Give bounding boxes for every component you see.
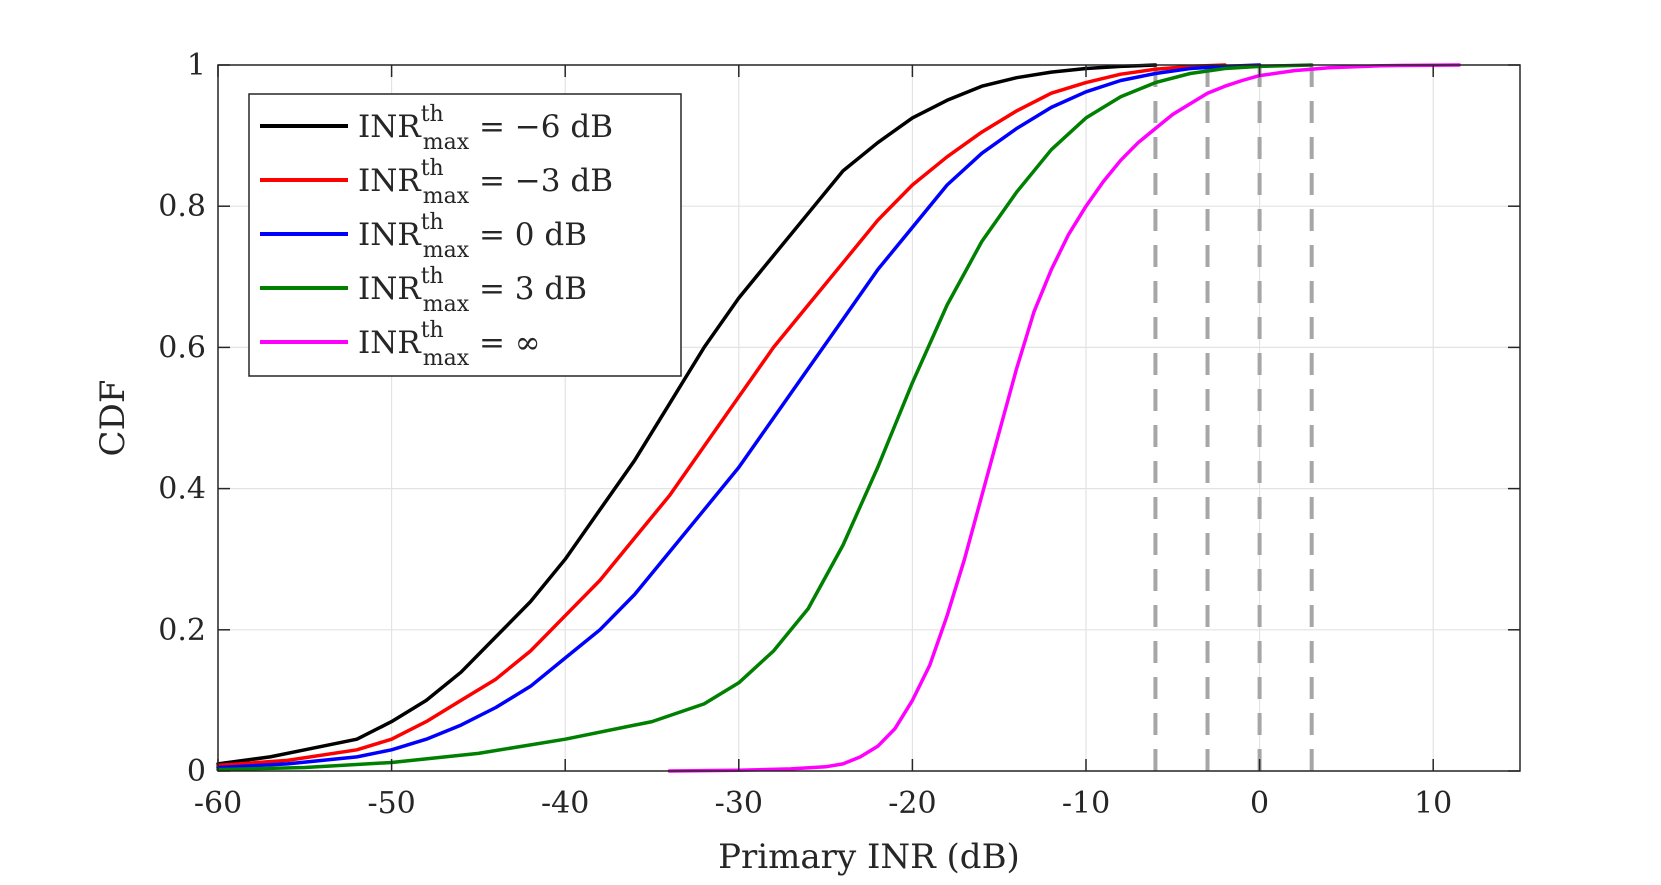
x-tick-label: 0 <box>1250 786 1269 821</box>
legend-label-2: INRth max = −3 dB <box>358 156 613 209</box>
series-lines <box>216 63 1461 773</box>
legend-label-5: INRth max = ∞ <box>358 318 541 371</box>
x-tick-label: -40 <box>541 786 589 821</box>
legend-label-4: INRth max = 3 dB <box>358 264 587 317</box>
series-line-1 <box>216 63 1158 766</box>
y-tick-label: 0 <box>187 754 206 789</box>
axis-ticks <box>217 64 1520 772</box>
x-tick-label: -20 <box>888 786 936 821</box>
y-tick-label: 1 <box>187 48 206 83</box>
axis-tick-labels: -60 -50 -40 -30 -20 -10 0 10 0 0.2 0.4 0.6 0.8 1 <box>158 48 1452 821</box>
x-axis-label: Primary INR (dB) <box>718 837 1020 877</box>
y-tick-label: 0.4 <box>158 472 206 507</box>
threshold-lines <box>1153 65 1314 771</box>
series-line-3 <box>216 63 1262 770</box>
series-line-5 <box>667 63 1461 773</box>
series-line-2 <box>216 63 1227 768</box>
y-tick-label: 0.6 <box>158 330 206 365</box>
plot-frame <box>217 64 1521 772</box>
x-tick-label: -10 <box>1062 786 1110 821</box>
x-tick-label: 10 <box>1414 786 1452 821</box>
y-tick-label: 0.2 <box>158 613 206 648</box>
x-tick-label: -50 <box>367 786 415 821</box>
legend-label-1: INRth max = −6 dB <box>358 102 613 155</box>
x-tick-label: -60 <box>194 786 242 821</box>
legend-label-3: INRth max = 0 dB <box>358 210 587 263</box>
x-tick-label: -30 <box>715 786 763 821</box>
y-axis-label: CDF <box>93 380 133 457</box>
y-tick-label: 0.8 <box>158 189 206 224</box>
series-line-4 <box>216 63 1314 772</box>
